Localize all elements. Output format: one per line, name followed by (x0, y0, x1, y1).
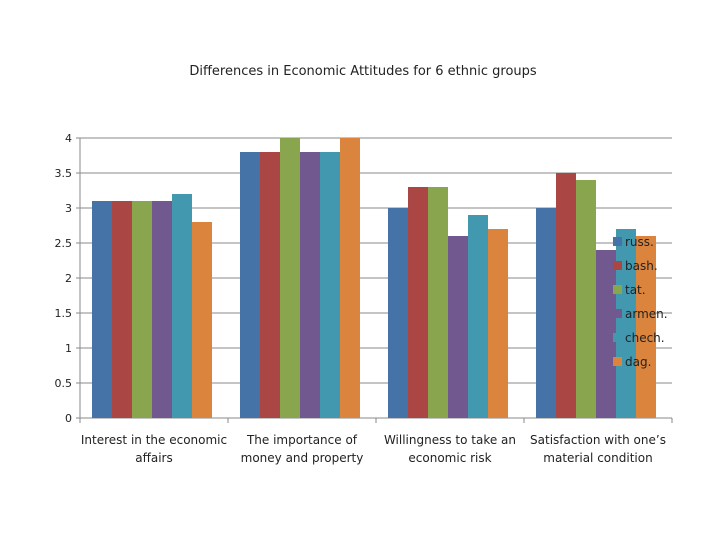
legend-swatch (613, 309, 622, 318)
y-tick-label: 2.5 (55, 237, 73, 250)
bar-bash-3 (556, 173, 576, 418)
y-tick-label: 3 (65, 202, 72, 215)
bar-bash-0 (112, 201, 132, 418)
y-tick-label: 4 (65, 132, 72, 145)
bar-chech-0 (172, 194, 192, 418)
chart-title: Differences in Economic Attitudes for 6 … (189, 64, 537, 79)
bar-bash-1 (260, 152, 280, 418)
bar-tat-0 (132, 201, 152, 418)
bar-russ-0 (92, 201, 112, 418)
bar-tat-1 (280, 138, 300, 418)
bar-tat-3 (576, 180, 596, 418)
bar-armen-2 (448, 236, 468, 418)
legend-label: russ. (625, 235, 654, 249)
legend-swatch (613, 285, 622, 294)
y-tick-label: 1.5 (55, 307, 73, 320)
bar-chech-1 (320, 152, 340, 418)
y-tick-label: 3.5 (55, 167, 73, 180)
y-tick-label: 0.5 (55, 377, 73, 390)
legend-swatch (613, 237, 622, 246)
bar-dag-1 (340, 138, 360, 418)
x-tick-label: The importance of (246, 433, 358, 447)
legend-swatch (613, 357, 622, 366)
x-tick-label: Interest in the economic (81, 433, 227, 447)
legend-label: dag. (625, 355, 651, 369)
legend-label: chech. (625, 331, 665, 345)
bar-armen-3 (596, 250, 616, 418)
legend-swatch (613, 261, 622, 270)
bar-russ-1 (240, 152, 260, 418)
bar-russ-2 (388, 208, 408, 418)
x-tick-label: affairs (135, 451, 173, 465)
bar-bash-2 (408, 187, 428, 418)
legend-label: armen. (625, 307, 668, 321)
x-tick-label: Willingness to take an (384, 433, 516, 447)
x-tick-label: material condition (543, 451, 652, 465)
bar-armen-0 (152, 201, 172, 418)
y-tick-label: 1 (65, 342, 72, 355)
bar-russ-3 (536, 208, 556, 418)
y-tick-label: 2 (65, 272, 72, 285)
legend-label: bash. (625, 259, 658, 273)
bar-chech-2 (468, 215, 488, 418)
legend-swatch (613, 333, 622, 342)
bar-dag-0 (192, 222, 212, 418)
y-tick-label: 0 (65, 412, 72, 425)
x-tick-label: Satisfaction with one’s (530, 433, 666, 447)
bar-dag-3 (636, 236, 656, 418)
x-tick-label: money and property (241, 451, 364, 465)
legend-label: tat. (625, 283, 646, 297)
bar-dag-2 (488, 229, 508, 418)
bar-tat-2 (428, 187, 448, 418)
x-tick-label: economic risk (408, 451, 491, 465)
bar-chech-3 (616, 229, 636, 418)
bar-armen-1 (300, 152, 320, 418)
